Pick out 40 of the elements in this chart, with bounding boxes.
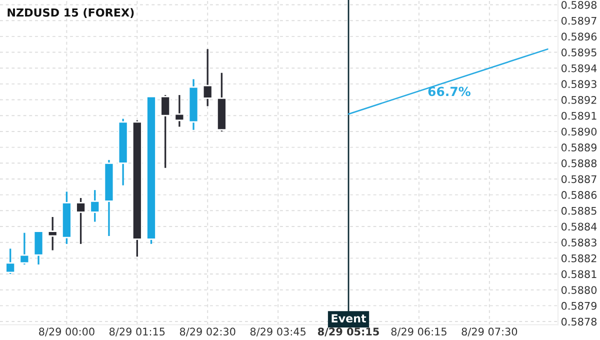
x-tick-label: 8/29 01:15	[109, 328, 165, 336]
candlestick	[47, 216, 58, 252]
y-tick-label: 0.5893	[561, 80, 596, 88]
x-tick-label: 8/29 02:30	[180, 328, 236, 336]
y-tick-label: 0.5883	[561, 238, 596, 246]
y-tick-label: 0.5888	[561, 159, 597, 168]
candlestick	[174, 94, 185, 128]
x-tick-label: 8/29 06:15	[391, 328, 446, 336]
y-tick-label: 0.5881	[561, 270, 596, 278]
y-tick-label: 0.5882	[561, 254, 596, 262]
candlestick	[5, 248, 16, 275]
candlestick	[202, 48, 213, 107]
x-tick-label: 8/29 07:30	[462, 328, 518, 336]
y-tick-label: 0.5887	[561, 175, 596, 184]
y-tick-label: 0.5885	[561, 206, 596, 215]
x-tick-label: 8/29 03:45	[250, 328, 306, 336]
y-tick-label: 0.5898	[561, 0, 597, 9]
y-tick-label: 0.5879	[561, 302, 596, 310]
y-tick-label: 0.5878	[561, 318, 597, 326]
annotation: 66.7%	[428, 86, 470, 96]
candlestick	[90, 189, 100, 223]
y-tick-label: 0.5891	[561, 112, 596, 120]
candlestick	[19, 232, 30, 266]
candlestick	[160, 94, 171, 169]
ref-line-label: Event	[332, 314, 366, 323]
y-tick-label: 0.5889	[561, 144, 596, 152]
text: NZDUSD 15 (FOREX)	[8, 8, 134, 18]
y-tick-label: 0.5890	[561, 128, 597, 136]
y-tick-label: 0.5894	[561, 64, 597, 72]
y-tick-label: 0.5884	[561, 222, 597, 231]
y-tick-label: 0.5886	[561, 191, 597, 199]
candlestick	[76, 197, 86, 245]
y-tick-label: 0.5880	[561, 286, 597, 294]
y-tick-label: 0.5892	[561, 96, 596, 104]
y-tick-label: 0.5897	[561, 16, 596, 25]
x-tick-label: 8/29 05:15	[318, 328, 379, 336]
y-tick-label: 0.5896	[561, 32, 597, 41]
x-tick-label: 8/29 00:00	[39, 328, 94, 336]
y-tick-label: 0.5895	[561, 48, 596, 56]
candlestick	[33, 230, 44, 266]
